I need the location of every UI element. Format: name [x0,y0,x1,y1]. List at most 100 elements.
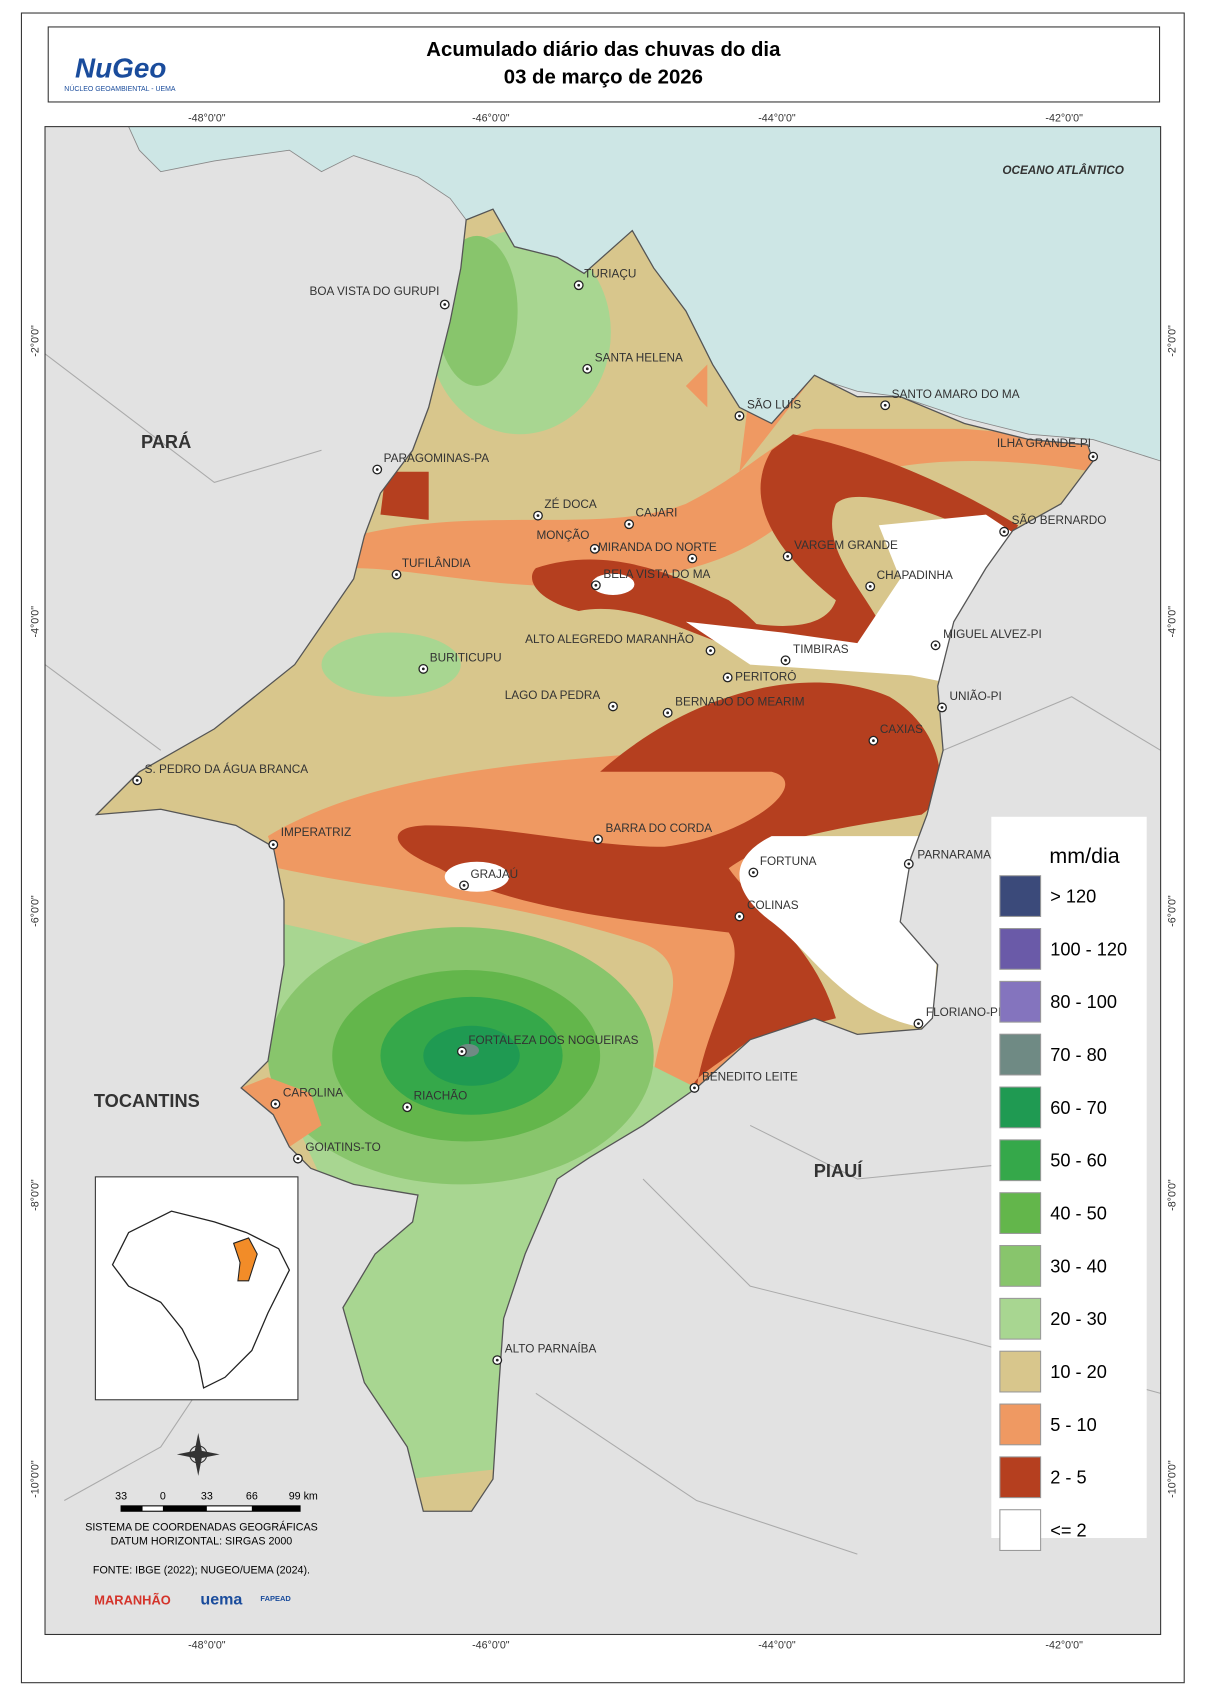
city-marker-dot [462,883,466,887]
longitude-label: -46°0'0" [472,1639,510,1651]
city-label: BELA VISTA DO MA [603,568,710,581]
legend-label: 20 - 30 [1050,1309,1107,1329]
scale-label: 0 [160,1490,166,1502]
city-label: LAGO DA PEDRA [505,689,601,702]
legend-label: 10 - 20 [1050,1362,1107,1382]
legend-swatch [999,1403,1042,1446]
map-frame [44,126,1162,1636]
city-marker-dot [577,283,581,287]
city-label: GRAJAÚ [470,868,518,881]
city-marker-dot [135,778,139,782]
city-label: ZÉ DOCA [544,498,596,511]
city-marker-dot [1002,530,1006,534]
legend-label: <= 2 [1050,1521,1086,1541]
title: Acumulado diário das chuvas do dia [426,39,781,61]
longitude-label: -44°0'0" [758,112,796,124]
legend-label: 50 - 60 [1050,1151,1107,1171]
longitude-label: -48°0'0" [188,112,226,124]
city-label: SÃO BERNARDO [1012,514,1107,527]
city-label: BENEDITO LEITE [702,1070,798,1083]
legend-label: 40 - 50 [1050,1204,1107,1224]
city-marker-dot [495,1358,499,1362]
city-marker-dot [421,667,425,671]
city-marker-dot [738,414,741,418]
city-label: IMPERATRIZ [281,826,351,839]
datum: DATUM HORIZONTAL: SIRGAS 2000 [111,1535,293,1547]
legend-swatch [999,1086,1042,1129]
scale-label: 33 [201,1490,213,1502]
city-label: PERITORÓ [735,671,796,684]
city-label: SÃO LUÍS [747,398,801,411]
city-label: BARRA DO CORDA [606,822,713,835]
city-marker-dot [666,711,670,715]
city-label: GOIATINS-TO [305,1141,380,1154]
city-label: FORTUNA [760,855,817,868]
subtitle: 03 de março de 2026 [504,67,703,89]
city-marker-dot [536,514,540,518]
logo-maranhao: MARANHÃO [94,1592,170,1607]
title-box [47,26,1161,103]
city-label: MONÇÃO [536,529,589,542]
city-label: BOA VISTA DO GURUPI [309,285,439,298]
scale-label: 99 km [289,1490,318,1502]
legend-swatch [999,1033,1042,1076]
legend-label: 70 - 80 [1050,1045,1107,1065]
latitude-label: -8°0'0" [1167,1179,1179,1211]
crs: SISTEMA DE COORDENADAS GEOGRÁFICAS [85,1521,318,1534]
city-marker-dot [375,468,379,471]
city-marker-dot [868,584,872,588]
city-marker-dot [611,705,615,708]
city-label: FORTALEZA DOS NOGUEIRAS [468,1034,638,1047]
city-label: SANTO AMARO DO MA [892,388,1020,401]
city-label: CHAPADINHA [877,569,953,582]
logo-fapead: FAPEAD [260,1594,291,1603]
city-marker-dot [296,1157,300,1161]
legend-label: 80 - 100 [1050,992,1117,1012]
latitude-label: -4°0'0" [1167,606,1179,638]
city-marker-dot [751,871,755,874]
scale-label: 66 [246,1490,258,1502]
city-label: ALTO PARNAÍBA [505,1343,597,1356]
city-marker-dot [883,403,887,407]
city-marker-dot [786,554,790,558]
latitude-label: -2°0'0" [30,325,42,357]
source: FONTE: IBGE (2022); NUGEO/UEMA (2024). [93,1564,310,1576]
legend-label: 5 - 10 [1050,1415,1097,1435]
region-label: PARÁ [141,431,191,452]
city-label: MIGUEL ALVEZ-PI [943,628,1042,641]
legend-swatch [999,1245,1042,1287]
latitude-label: -2°0'0" [1167,325,1179,357]
city-marker-dot [594,583,598,587]
region-label: TOCANTINS [94,1091,200,1111]
city-label: RIACHÃO [414,1090,468,1103]
city-label: TIMBIRAS [793,643,849,656]
city-marker-dot [395,573,398,576]
latitude-label: -6°0'0" [1167,895,1179,927]
city-label: BURITICUPU [430,651,502,664]
city-label: COLINAS [747,899,799,912]
longitude-label: -42°0'0" [1045,112,1083,124]
city-marker-dot [596,837,600,841]
ocean-label: OCEANO ATLÂNTICO [1002,164,1124,177]
logo-uema: uema [200,1590,243,1608]
city-label: ILHA GRANDE-PI [997,437,1091,450]
latitude-label: -4°0'0" [30,606,42,638]
city-label: MIRANDA DO NORTE [598,541,717,554]
legend-swatch [999,1192,1042,1234]
scale-label: 33 [115,1490,127,1502]
city-marker-dot [1091,455,1095,459]
legend-label: 100 - 120 [1050,939,1127,959]
latitude-label: -10°0'0" [30,1460,42,1498]
scale-bar [120,1505,301,1512]
longitude-label: -46°0'0" [472,112,510,124]
city-label: VARGEM GRANDE [794,539,898,552]
inset-maranhao [232,1237,258,1282]
city-label: CAJARI [636,507,678,520]
city-marker-dot [934,643,937,647]
city-marker-dot [460,1050,464,1053]
city-label: FLORIANO-PI [926,1006,1001,1019]
city-label: CAROLINA [283,1086,343,1099]
city-marker-dot [690,557,694,560]
city-marker-dot [907,862,911,866]
legend-swatch [999,1350,1042,1393]
